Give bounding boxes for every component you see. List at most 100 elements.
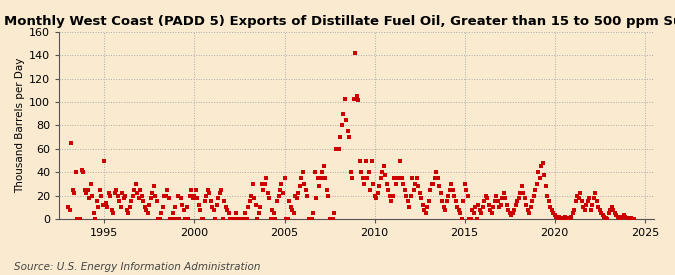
Point [567, 211, 578, 215]
Point [261, 176, 272, 180]
Point [115, 205, 126, 210]
Point [297, 170, 308, 174]
Point [412, 184, 423, 188]
Point [452, 205, 462, 210]
Point [222, 207, 233, 212]
Point [336, 123, 347, 128]
Point [331, 147, 342, 151]
Point [240, 211, 251, 215]
Point [190, 188, 201, 192]
Point [441, 199, 452, 204]
Point [602, 217, 613, 221]
Point [579, 207, 590, 212]
Point [264, 196, 275, 200]
Point [103, 191, 114, 196]
Point [186, 188, 197, 192]
Point [155, 217, 165, 221]
Point [66, 141, 77, 145]
Point [130, 182, 141, 186]
Point [206, 199, 217, 204]
Point [390, 182, 401, 186]
Point [325, 217, 336, 221]
Point [70, 170, 81, 174]
Point [111, 188, 122, 192]
Point [136, 193, 147, 198]
Point [475, 207, 485, 212]
Point [180, 217, 191, 221]
Point [605, 207, 616, 212]
Point [416, 196, 427, 200]
Point [183, 217, 194, 221]
Point [345, 170, 356, 174]
Point [72, 217, 83, 221]
Point [254, 211, 265, 215]
Point [176, 196, 186, 200]
Point [408, 188, 419, 192]
Point [195, 207, 206, 212]
Point [215, 191, 225, 196]
Point [531, 182, 542, 186]
Point [570, 199, 581, 204]
Point [335, 135, 346, 139]
Point [108, 211, 119, 215]
Point [138, 199, 148, 204]
Point [142, 211, 153, 215]
Point [348, 96, 359, 101]
Point [119, 196, 130, 200]
Point [366, 158, 377, 163]
Point [401, 193, 412, 198]
Point [383, 188, 394, 192]
Point [603, 211, 614, 215]
Point [329, 211, 340, 215]
Point [453, 207, 464, 212]
Point [455, 211, 466, 215]
Point [363, 170, 374, 174]
Point [260, 182, 271, 186]
Point [521, 203, 532, 207]
Point [216, 188, 227, 192]
Point [78, 170, 88, 174]
Point [294, 184, 305, 188]
Point [428, 182, 439, 186]
Point [372, 191, 383, 196]
Point [153, 217, 164, 221]
Point [315, 176, 326, 180]
Point [285, 205, 296, 210]
Point [394, 176, 404, 180]
Point [91, 199, 102, 204]
Point [288, 211, 299, 215]
Point [529, 193, 539, 198]
Point [500, 196, 510, 200]
Point [211, 203, 222, 207]
Point [230, 217, 240, 221]
Point [120, 193, 131, 198]
Point [237, 217, 248, 221]
Point [444, 188, 455, 192]
Point [589, 196, 599, 200]
Point [357, 176, 368, 180]
Point [271, 199, 282, 204]
Point [597, 213, 608, 218]
Point [506, 213, 516, 218]
Point [238, 217, 249, 221]
Point [618, 213, 629, 218]
Point [509, 207, 520, 212]
Point [321, 188, 332, 192]
Point [157, 205, 168, 210]
Point [146, 196, 157, 200]
Point [434, 184, 445, 188]
Point [600, 216, 611, 220]
Point [290, 193, 300, 198]
Point [512, 199, 522, 204]
Point [491, 193, 502, 198]
Point [554, 214, 564, 219]
Point [402, 199, 413, 204]
Point [620, 214, 630, 219]
Point [249, 196, 260, 200]
Point [369, 193, 380, 198]
Point [90, 217, 101, 221]
Point [486, 211, 497, 215]
Point [165, 217, 176, 221]
Point [537, 161, 548, 165]
Point [599, 214, 610, 219]
